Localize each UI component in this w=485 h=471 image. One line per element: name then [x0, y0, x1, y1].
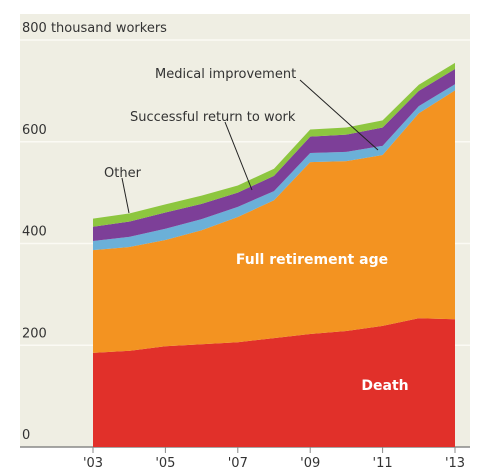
- y-tick-label: 600: [22, 123, 47, 138]
- area-label: Full retirement age: [236, 252, 388, 268]
- x-tick-label: '09: [300, 456, 320, 471]
- leaders: [121, 79, 379, 214]
- x-tick-label: '07: [228, 456, 248, 471]
- y-tick-label: 800 thousand workers: [22, 21, 167, 36]
- area-label: Other: [104, 166, 142, 181]
- area-label: Death: [361, 378, 408, 394]
- area-label: Successful return to work: [130, 110, 296, 125]
- area-label: Medical improvement: [155, 67, 296, 82]
- y-tick-label: 0: [22, 428, 30, 443]
- x-tick-label: '03: [83, 456, 103, 471]
- area: [93, 90, 455, 353]
- y-tick-label: 200: [22, 326, 47, 341]
- leader-line: [299, 79, 379, 151]
- x-tick-label: '13: [445, 456, 465, 471]
- area: [93, 68, 455, 241]
- leader-line: [224, 121, 253, 191]
- x-tick-label: '05: [155, 456, 175, 471]
- x-tick-label: '11: [373, 456, 393, 471]
- areas: [93, 62, 455, 447]
- leader-line: [121, 177, 130, 214]
- y-tick-label: 400: [22, 225, 47, 240]
- area: [93, 318, 455, 447]
